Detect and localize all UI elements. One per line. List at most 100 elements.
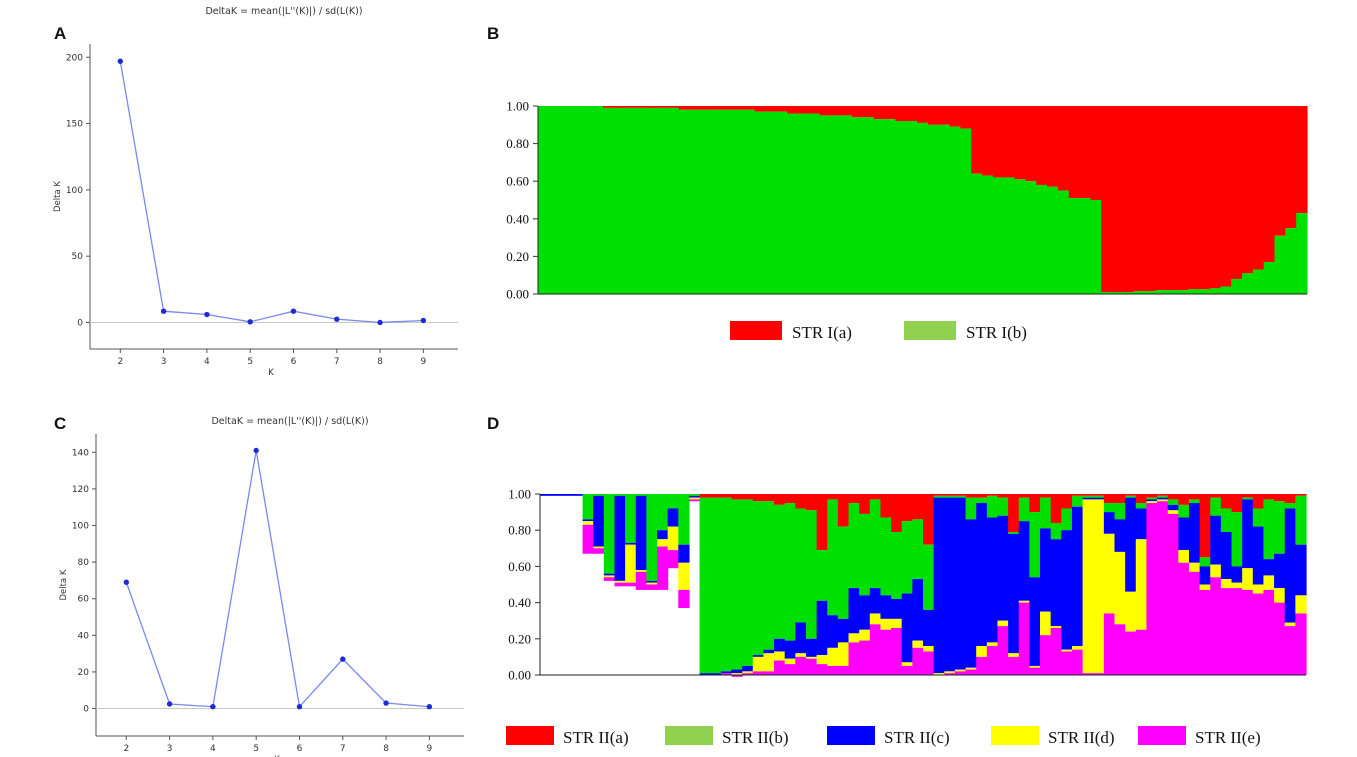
bar-segment-str-ii-e [859,640,871,675]
bar-segment-str-i-a [1068,106,1081,199]
data-point [166,701,173,707]
bar-segment-str-ii-b [710,497,722,674]
bar-segment-str-i-a [754,106,767,112]
legend-label: STR I(b) [966,323,1027,342]
bar-segment-str-ii-e [752,671,765,675]
bar-segment-str-i-a [830,106,842,116]
data-point [160,308,167,314]
bar-segment-str-ii-b [891,532,903,599]
bar-segment-str-ii-d [1231,582,1243,589]
x-axis-label: K [274,755,280,757]
bar-segment-str-ii-e [1231,588,1243,675]
bar-segment-str-ii-c [742,665,754,672]
chart-c-delta-k: DeltaK = mean(|L''(K)|) / sd(L(K)) 0 20 40 6… [59,416,464,757]
bar-segment-str-i-a [1090,106,1102,200]
bar-segment-str-i-a [927,106,940,125]
bar-segment-str-i-a [917,106,929,123]
data-point [420,317,427,324]
bar-segment-str-ii-e [625,582,637,587]
bar-segment-str-i-a [1025,106,1037,182]
bar-segment-str-ii-a [752,494,765,502]
bar-segment-str-i-b [602,107,615,294]
bar-segment-str-i-b [646,107,658,294]
y-tick-label: 140 [72,448,89,458]
bar-segment-str-ii-b [646,494,658,581]
panel-a-letter: A [54,24,67,43]
bar-segment-str-i-a [722,106,734,110]
x-tick-label: 7 [340,744,346,754]
panel-c-letter: C [54,414,67,433]
bar-segment-str-ii-a [1071,494,1084,496]
bar-segment-str-ii-e [1103,613,1116,675]
bar-segment-str-ii-b [944,495,956,498]
bar-segment-str-ii-b [859,513,871,596]
bar-segment-str-ii-e [1135,629,1148,675]
bar-segment-str-ii-a [1295,494,1307,496]
bar-segment-str-ii-c [614,495,626,581]
bar-segment-str-ii-c [1295,544,1307,596]
bar-segment-str-ii-d [784,658,796,665]
bar-segment-str-ii-e [1284,626,1296,675]
bar-segment-str-ii-d [1125,591,1137,632]
bar-segment-str-i-b [1003,177,1016,294]
legend-label: STR I(a) [792,323,852,342]
y-tick-label: 0.00 [506,287,529,302]
bar-segment-str-ii-a [1210,494,1222,498]
y-tick-label: 1.00 [506,99,529,114]
bar-segment-str-i-b [711,109,723,294]
bar-segment-str-ii-a [774,494,786,505]
bar-segment-str-ii-e [795,656,807,675]
bar-segment-str-ii-b [912,519,924,580]
bar-segment-str-ii-a [933,494,945,496]
bar-segment-str-i-a [808,106,821,114]
bar-segment-str-i-a [1220,106,1232,287]
bar-segment-str-i-a [678,106,691,110]
bar-segment-str-ii-a [1061,494,1073,509]
y-tick-label: 0.80 [506,136,529,151]
bar-segment-str-i-b [1101,292,1113,294]
bar-segment-str-ii-c [859,595,871,630]
bar-segment-str-ii-e [1018,602,1030,675]
bar-segment-str-ii-a [891,494,903,533]
series-line [119,61,424,324]
bar-segment-str-i-a [1274,106,1286,236]
bar-segment-str-i-a [1285,106,1297,229]
bar-segment-str-ii-b [901,521,913,594]
bar-segment-str-ii-b [1125,495,1137,498]
bar-segment-str-ii-b [933,495,945,498]
bar-segment-str-ii-c [603,573,616,576]
bar-segment-str-ii-d [795,653,807,657]
x-tick-label: 6 [291,357,297,367]
bar-segment-str-ii-e [848,642,860,675]
bar-segment-str-i-a [646,106,658,108]
bar-segment-str-ii-a [720,494,733,498]
bar-segment-str-ii-d [1167,510,1179,514]
bar-segment-str-ii-b [752,501,765,656]
bar-segment-str-i-a [624,106,637,108]
bar-segment-str-ii-b [795,508,807,623]
bar-segment-str-ii-b [667,494,679,509]
x-tick-label: 6 [297,744,303,754]
bar-segment-str-i-a [852,106,864,118]
bar-segment-str-ii-d [976,646,988,657]
bar-segment-str-ii-a [986,494,999,496]
bar-segment-str-ii-c [1082,497,1094,500]
bar-segment-str-i-b [1090,200,1102,294]
bar-segment-str-ii-b [784,503,796,641]
bar-segment-str-ii-c [699,673,711,675]
bar-segment-str-ii-b [816,550,828,601]
bar-segment-str-i-b [1025,181,1037,294]
bar-segment-str-ii-c [635,495,647,571]
bar-segment-str-ii-d [891,618,903,628]
bar-segment-str-ii-e [869,624,882,675]
data-point [204,311,210,318]
bar-segment-str-i-a [711,106,723,110]
bar-segment-str-i-b [635,107,647,294]
bar-segment-str-ii-a [1008,494,1020,533]
legend-label: STR II(a) [563,728,629,747]
bar-segment-str-ii-c [891,598,903,619]
bar-segment-str-ii-b [625,494,637,543]
y-tick-label: 150 [66,120,83,130]
bar-segment-str-ii-e [901,665,913,675]
bar-segment-str-i-a [1057,106,1070,191]
